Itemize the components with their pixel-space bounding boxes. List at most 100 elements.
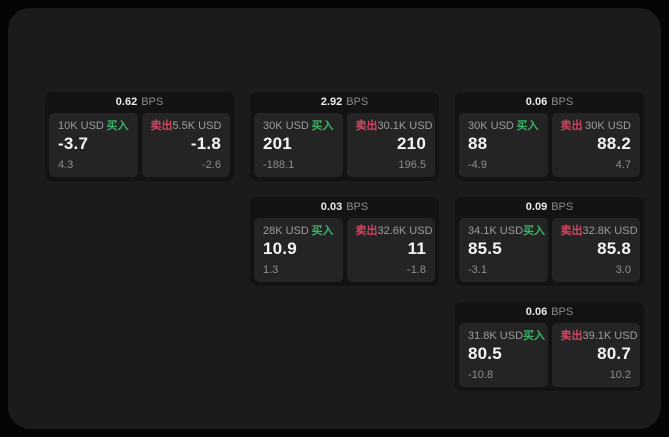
sell-tile-header: 卖出 32.8K USD [560,225,638,237]
quote-card: 0.62 BPS 10K USD 买入 -3.7 4.3 卖出 5.5K USD [45,92,234,181]
bps-unit: BPS [551,96,574,108]
sell-delta: 4.7 [615,158,631,171]
buy-side-label: 买入 [311,120,334,132]
sell-price: -1.8 [190,134,221,154]
buy-tile-header: 30K USD 买入 [263,120,334,132]
buy-price: 201 [263,134,292,154]
bps-header: 0.62 BPS [45,92,234,113]
sell-tile[interactable]: 卖出 32.6K USD 11 -1.8 [346,218,435,282]
bps-header: 0.06 BPS [455,302,644,323]
buy-delta: -4.9 [468,158,487,171]
buy-tile[interactable]: 30K USD 买入 201 -188.1 [254,113,343,177]
quote-card: 2.92 BPS 30K USD 买入 201 -188.1 卖出 30.1K … [250,92,439,181]
quote-card-body: 30K USD 买入 88 -4.9 卖出 30K USD 88.2 4.7 [455,113,644,181]
sell-price: 210 [397,134,426,154]
bps-header: 0.06 BPS [455,92,644,113]
sell-notional: 5.5K USD [172,120,222,132]
sell-delta: 10.2 [609,368,631,381]
sell-side-label: 卖出 [560,120,583,132]
buy-notional: 30K USD [468,120,514,132]
buy-notional: 31.8K USD [468,330,524,342]
sell-tile[interactable]: 卖出 39.1K USD 80.7 10.2 [551,323,640,387]
buy-delta: -10.8 [468,368,494,381]
sell-tile-header: 卖出 39.1K USD [560,330,638,342]
buy-notional: 30K USD [263,120,309,132]
buy-tile-header: 10K USD 买入 [58,120,129,132]
sell-delta: -1.8 [407,263,426,276]
bps-value: 0.06 [525,96,548,108]
bps-unit: BPS [346,96,369,108]
sell-notional: 32.8K USD [582,225,638,237]
quote-card-body: 31.8K USD 买入 80.5 -10.8 卖出 39.1K USD 80.… [455,323,644,391]
bps-header: 0.03 BPS [250,197,439,218]
buy-tile[interactable]: 10K USD 买入 -3.7 4.3 [49,113,138,177]
quote-card: 0.06 BPS 31.8K USD 买入 80.5 -10.8 卖出 39.1… [455,302,644,391]
bps-value: 0.06 [525,306,548,318]
sell-notional: 30.1K USD [377,120,433,132]
bps-unit: BPS [141,96,164,108]
quote-card: 0.09 BPS 34.1K USD 买入 85.5 -3.1 卖出 32.8K… [455,197,644,286]
buy-side-label: 买入 [523,225,546,237]
buy-tile[interactable]: 31.8K USD 买入 80.5 -10.8 [459,323,548,387]
sell-delta: -2.6 [202,158,221,171]
sell-tile-header: 卖出 30K USD [561,120,632,132]
bps-value: 0.03 [320,201,343,213]
sell-tile-header: 卖出 5.5K USD [151,120,222,132]
buy-side-label: 买入 [523,330,546,342]
sell-side-label: 卖出 [150,120,173,132]
sell-delta: 3.0 [615,263,631,276]
sell-tile-header: 卖出 32.6K USD [355,225,433,237]
sell-tile[interactable]: 卖出 5.5K USD -1.8 -2.6 [141,113,230,177]
sell-side-label: 卖出 [560,330,583,342]
sell-price: 88.2 [597,134,631,154]
buy-price: 88 [468,134,488,154]
sell-tile-header: 卖出 30.1K USD [355,120,433,132]
quote-card-body: 30K USD 买入 201 -188.1 卖出 30.1K USD 210 1… [250,113,439,181]
sell-side-label: 卖出 [355,120,378,132]
bps-unit: BPS [346,201,369,213]
quote-card: 0.03 BPS 28K USD 买入 10.9 1.3 卖出 32.6K US… [250,197,439,286]
buy-tile[interactable]: 28K USD 买入 10.9 1.3 [254,218,343,282]
buy-side-label: 买入 [311,225,334,237]
quote-card-body: 10K USD 买入 -3.7 4.3 卖出 5.5K USD -1.8 -2.… [45,113,234,181]
buy-delta: 4.3 [58,158,74,171]
bps-value: 0.62 [115,96,138,108]
sell-notional: 30K USD [585,120,631,132]
sell-notional: 39.1K USD [582,330,638,342]
bps-unit: BPS [551,201,574,213]
bps-value: 0.09 [525,201,548,213]
sell-tile[interactable]: 卖出 30.1K USD 210 196.5 [346,113,435,177]
sell-notional: 32.6K USD [377,225,433,237]
buy-notional: 28K USD [263,225,309,237]
sell-price: 11 [407,239,426,259]
bps-value: 2.92 [320,96,343,108]
buy-delta: -188.1 [263,158,295,171]
buy-tile[interactable]: 34.1K USD 买入 85.5 -3.1 [459,218,548,282]
bps-header: 2.92 BPS [250,92,439,113]
quote-card-body: 34.1K USD 买入 85.5 -3.1 卖出 32.8K USD 85.8… [455,218,644,286]
sell-tile[interactable]: 卖出 30K USD 88.2 4.7 [551,113,640,177]
buy-price: 80.5 [468,344,502,364]
app-panel: 0.62 BPS 10K USD 买入 -3.7 4.3 卖出 5.5K USD [8,8,661,429]
buy-price: 10.9 [263,239,297,259]
sell-side-label: 卖出 [560,225,583,237]
buy-price: 85.5 [468,239,502,259]
buy-tile-header: 28K USD 买入 [263,225,334,237]
buy-price: -3.7 [58,134,89,154]
quote-grid: 0.62 BPS 10K USD 买入 -3.7 4.3 卖出 5.5K USD [45,92,644,391]
quote-card: 0.06 BPS 30K USD 买入 88 -4.9 卖出 30K USD [455,92,644,181]
buy-side-label: 买入 [516,120,539,132]
sell-delta: 196.5 [398,158,426,171]
bps-unit: BPS [551,306,574,318]
buy-notional: 10K USD [58,120,104,132]
sell-tile[interactable]: 卖出 32.8K USD 85.8 3.0 [551,218,640,282]
bps-header: 0.09 BPS [455,197,644,218]
sell-price: 85.8 [597,239,631,259]
buy-tile-header: 30K USD 买入 [468,120,539,132]
buy-delta: 1.3 [263,263,279,276]
buy-tile-header: 31.8K USD 买入 [468,330,545,342]
sell-side-label: 卖出 [355,225,378,237]
buy-delta: -3.1 [468,263,487,276]
buy-tile[interactable]: 30K USD 买入 88 -4.9 [459,113,548,177]
sell-price: 80.7 [597,344,631,364]
